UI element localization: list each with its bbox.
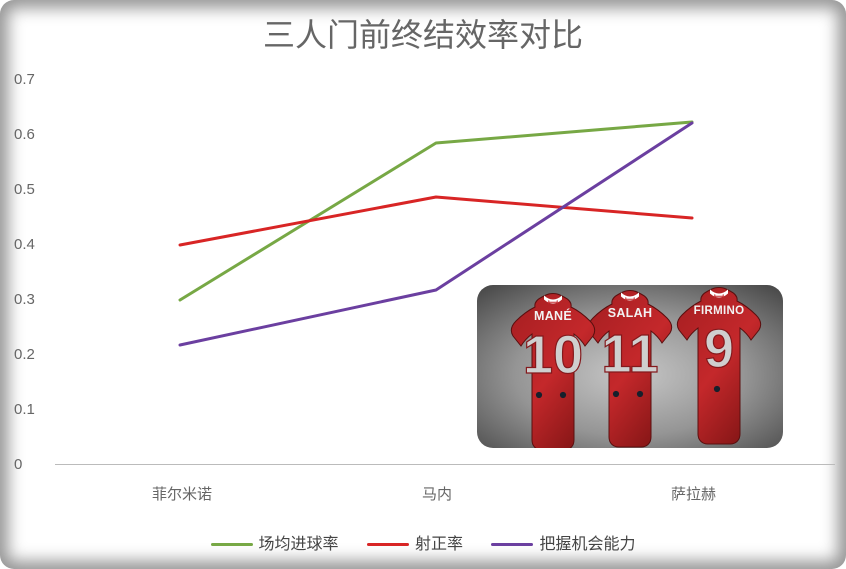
svg-text:SALAH: SALAH xyxy=(608,306,653,320)
svg-text:10: 10 xyxy=(523,325,583,385)
svg-text:11: 11 xyxy=(601,324,658,384)
svg-text:9: 9 xyxy=(704,319,734,379)
svg-text:FIRMINO: FIRMINO xyxy=(694,305,745,317)
svg-text:MANÉ: MANÉ xyxy=(534,308,572,323)
